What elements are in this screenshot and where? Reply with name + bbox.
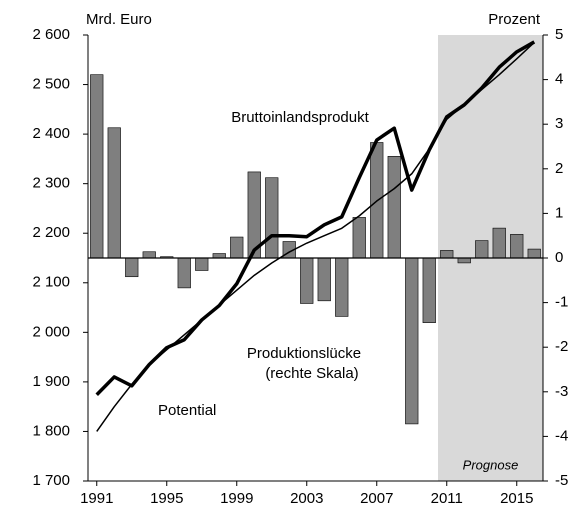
bar xyxy=(107,127,121,259)
bar xyxy=(300,257,314,304)
series-label: Bruttoinlandsprodukt xyxy=(231,109,369,126)
bar xyxy=(475,240,489,259)
y2-tick-label: 4 xyxy=(555,71,563,88)
y-tick-label: 2 300 xyxy=(32,175,70,192)
bar xyxy=(212,253,226,259)
y2-tick-label: 3 xyxy=(555,115,563,132)
y2-tick-label: -5 xyxy=(555,472,568,489)
y-tick-label: 1 900 xyxy=(32,373,70,390)
bar xyxy=(387,156,401,259)
series-label: Potential xyxy=(158,402,216,419)
y-tick-label: 1 800 xyxy=(32,422,70,439)
y-tick-label: 1 700 xyxy=(32,472,70,489)
bar xyxy=(195,257,209,271)
bar xyxy=(352,217,366,259)
bar xyxy=(90,74,104,259)
bar xyxy=(422,257,436,323)
bar xyxy=(265,177,279,259)
forecast-label: Prognose xyxy=(463,457,519,472)
y2-tick-label: -3 xyxy=(555,383,568,400)
bar xyxy=(125,257,139,278)
x-tick-label: 1995 xyxy=(150,490,183,507)
x-tick-label: 2003 xyxy=(290,490,323,507)
x-tick-label: 2007 xyxy=(360,490,393,507)
y2-tick-label: 1 xyxy=(555,204,563,221)
y2-tick-label: -4 xyxy=(555,427,568,444)
bar xyxy=(335,257,349,317)
bar xyxy=(510,234,524,259)
y-tick-label: 2 100 xyxy=(32,274,70,291)
series-label: Produktionslücke xyxy=(247,345,361,362)
bar xyxy=(142,251,156,259)
bar xyxy=(177,257,191,289)
y-axis-title: Mrd. Euro xyxy=(86,11,152,28)
y2-tick-label: 0 xyxy=(555,249,563,266)
y-tick-label: 2 000 xyxy=(32,323,70,340)
y-tick-label: 2 400 xyxy=(32,125,70,142)
y-tick-label: 2 600 xyxy=(32,26,70,43)
bar xyxy=(527,248,541,259)
bar xyxy=(492,227,506,259)
x-tick-label: 2015 xyxy=(500,490,533,507)
x-tick-label: 1999 xyxy=(220,490,253,507)
x-tick-label: 2011 xyxy=(431,490,463,507)
bar xyxy=(405,257,419,425)
y-tick-label: 2 500 xyxy=(32,76,70,93)
y2-tick-label: -2 xyxy=(555,338,568,355)
bar xyxy=(230,236,244,259)
y2-tick-label: 5 xyxy=(555,26,563,43)
y2-tick-label: -1 xyxy=(555,294,568,311)
line xyxy=(96,41,535,432)
bar xyxy=(440,250,454,259)
y2-axis-title: Prozent xyxy=(488,11,541,28)
series-label-note: (rechte Skala) xyxy=(265,365,358,382)
bar xyxy=(457,257,471,264)
y2-tick-label: 2 xyxy=(555,160,563,177)
x-tick-label: 1991 xyxy=(80,490,113,507)
y-tick-label: 2 200 xyxy=(32,224,70,241)
bar xyxy=(317,257,331,302)
